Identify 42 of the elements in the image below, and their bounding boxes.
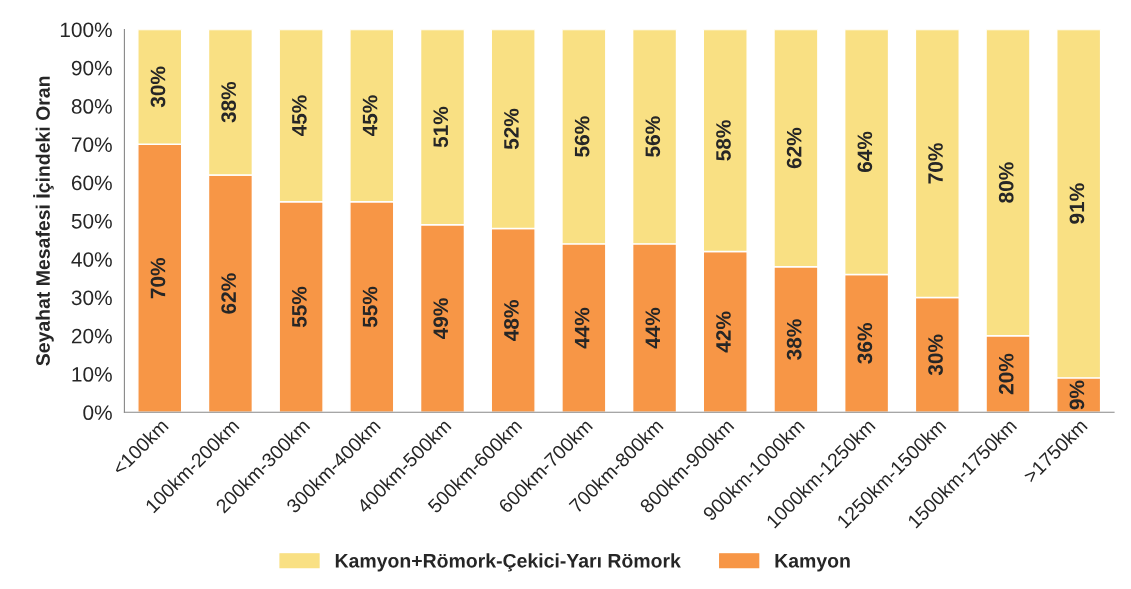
y-tick-label: 90% xyxy=(71,60,112,76)
y-axis-title: Seyahat Mesafesi İçindeki Oran xyxy=(33,76,54,366)
data-label: 49% xyxy=(433,298,449,340)
data-label: 80% xyxy=(998,162,1014,203)
data-label: 38% xyxy=(221,81,237,123)
data-label: 64% xyxy=(857,131,873,173)
data-label: 45% xyxy=(362,95,378,137)
data-label: 36% xyxy=(857,323,873,364)
y-tick-label: 10% xyxy=(72,367,112,382)
y-tick-label: 60% xyxy=(71,175,112,191)
data-label: 56% xyxy=(645,116,661,157)
y-tick-label: 80% xyxy=(71,99,112,114)
legend-label: Kamyon+Römork-Çekici-Yarı Römork xyxy=(335,553,681,572)
data-label: 51% xyxy=(433,106,449,148)
data-label: 30% xyxy=(150,66,166,108)
data-label: 55% xyxy=(292,286,307,328)
data-label: 45% xyxy=(292,95,307,137)
data-label: 91% xyxy=(1069,183,1085,224)
y-tick-label: 20% xyxy=(71,328,112,344)
y-tick-label: 0% xyxy=(83,405,112,421)
data-label: 62% xyxy=(786,127,802,169)
data-label: 30% xyxy=(928,334,943,376)
y-tick-label: 100% xyxy=(60,22,112,38)
data-label: 70% xyxy=(928,143,943,184)
data-label: 9% xyxy=(1069,380,1085,410)
y-tick-label: 50% xyxy=(71,213,112,229)
data-label: 52% xyxy=(504,108,519,150)
data-label: 62% xyxy=(221,273,237,314)
y-tick-label: 30% xyxy=(71,290,112,306)
data-label: 44% xyxy=(574,307,590,349)
data-label: 70% xyxy=(150,258,166,299)
y-tick-label: 40% xyxy=(71,252,112,267)
legend-label: Kamyon xyxy=(775,554,850,572)
data-label: 58% xyxy=(716,120,731,161)
data-label: 44% xyxy=(645,307,661,349)
data-label: 48% xyxy=(504,300,519,341)
data-label: 55% xyxy=(362,286,378,328)
data-label: 20% xyxy=(998,353,1014,395)
data-label: 56% xyxy=(574,116,590,157)
y-tick-label: 70% xyxy=(71,137,112,153)
data-label: 38% xyxy=(786,319,802,360)
data-label: 42% xyxy=(716,311,731,353)
